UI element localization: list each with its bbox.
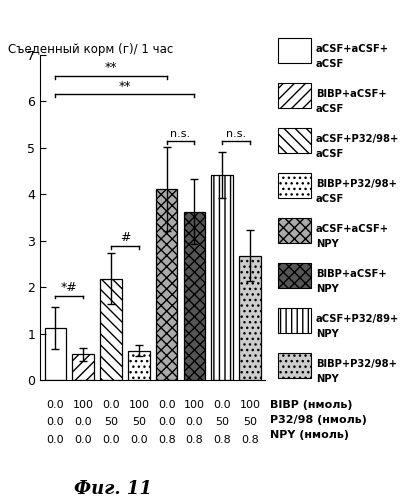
Text: **: **	[105, 61, 117, 74]
Text: 50: 50	[132, 418, 146, 428]
Text: 0.8: 0.8	[241, 435, 258, 445]
Text: n.s.: n.s.	[225, 129, 245, 139]
Text: NPY: NPY	[315, 329, 338, 339]
Text: 0.0: 0.0	[130, 435, 147, 445]
Bar	[128, 351, 149, 380]
Bar	[72, 354, 94, 380]
Text: 0.0: 0.0	[213, 400, 231, 409]
Bar	[277, 353, 310, 378]
Text: 0.0: 0.0	[158, 400, 175, 409]
Bar	[277, 218, 310, 242]
Text: aCSF: aCSF	[315, 149, 343, 159]
Text: *#: *#	[61, 280, 77, 293]
Text: 0.0: 0.0	[74, 435, 92, 445]
Text: 50: 50	[104, 418, 118, 428]
Bar	[45, 328, 66, 380]
Text: aCSF: aCSF	[315, 59, 343, 69]
Text: 0.0: 0.0	[74, 418, 92, 428]
Text: 50: 50	[215, 418, 229, 428]
Text: 0.0: 0.0	[47, 418, 64, 428]
Bar	[156, 188, 177, 380]
Bar	[277, 38, 310, 62]
Bar	[239, 256, 260, 380]
Text: 0.8: 0.8	[157, 435, 175, 445]
Bar	[211, 175, 233, 380]
Bar	[277, 83, 310, 108]
Text: Фиг. 11: Фиг. 11	[73, 480, 151, 498]
Text: aCSF+P32/89+: aCSF+P32/89+	[315, 314, 398, 324]
Text: 100: 100	[239, 400, 260, 409]
Text: aCSF+P32/98+: aCSF+P32/98+	[315, 134, 398, 143]
Text: NPY: NPY	[315, 239, 338, 249]
Text: Съеденный корм (г)/ 1 час: Съеденный корм (г)/ 1 час	[8, 42, 173, 56]
Text: BIBP+aCSF+: BIBP+aCSF+	[315, 268, 385, 278]
Text: aCSF: aCSF	[315, 194, 343, 204]
Text: 100: 100	[73, 400, 93, 409]
Text: aCSF+aCSF+: aCSF+aCSF+	[315, 224, 388, 234]
Bar	[277, 263, 310, 287]
Text: aCSF+aCSF+: aCSF+aCSF+	[315, 44, 388, 54]
Text: 50: 50	[243, 418, 256, 428]
Text: aCSF: aCSF	[315, 104, 343, 114]
Text: #: #	[119, 232, 130, 244]
Text: NPY: NPY	[315, 374, 338, 384]
Text: 0.0: 0.0	[158, 418, 175, 428]
Text: 100: 100	[128, 400, 149, 409]
Text: 0.8: 0.8	[213, 435, 231, 445]
Text: P32/98 (нмоль): P32/98 (нмоль)	[269, 415, 366, 425]
Text: BIBP+P32/98+: BIBP+P32/98+	[315, 178, 395, 188]
Text: 0.8: 0.8	[185, 435, 203, 445]
Text: NPY (нмоль): NPY (нмоль)	[269, 430, 348, 440]
Text: 0.0: 0.0	[102, 435, 119, 445]
Text: 0.0: 0.0	[47, 435, 64, 445]
Text: 0.0: 0.0	[185, 418, 203, 428]
Text: BIBP+P32/98+: BIBP+P32/98+	[315, 358, 395, 368]
Text: 100: 100	[184, 400, 205, 409]
Bar	[277, 128, 310, 152]
Bar	[277, 308, 310, 332]
Bar	[277, 173, 310, 198]
Text: BIBP+aCSF+: BIBP+aCSF+	[315, 88, 385, 99]
Text: 0.0: 0.0	[102, 400, 119, 409]
Text: **: **	[118, 80, 131, 92]
Text: BIBP (нмоль): BIBP (нмоль)	[269, 400, 352, 410]
Text: 0.0: 0.0	[47, 400, 64, 409]
Bar	[183, 212, 205, 380]
Text: NPY: NPY	[315, 284, 338, 294]
Text: n.s.: n.s.	[170, 129, 190, 139]
Bar	[100, 279, 122, 380]
